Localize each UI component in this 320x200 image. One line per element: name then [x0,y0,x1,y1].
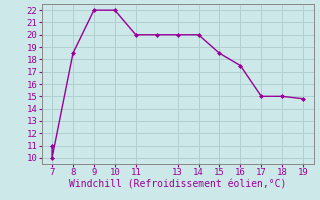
X-axis label: Windchill (Refroidissement éolien,°C): Windchill (Refroidissement éolien,°C) [69,180,286,190]
